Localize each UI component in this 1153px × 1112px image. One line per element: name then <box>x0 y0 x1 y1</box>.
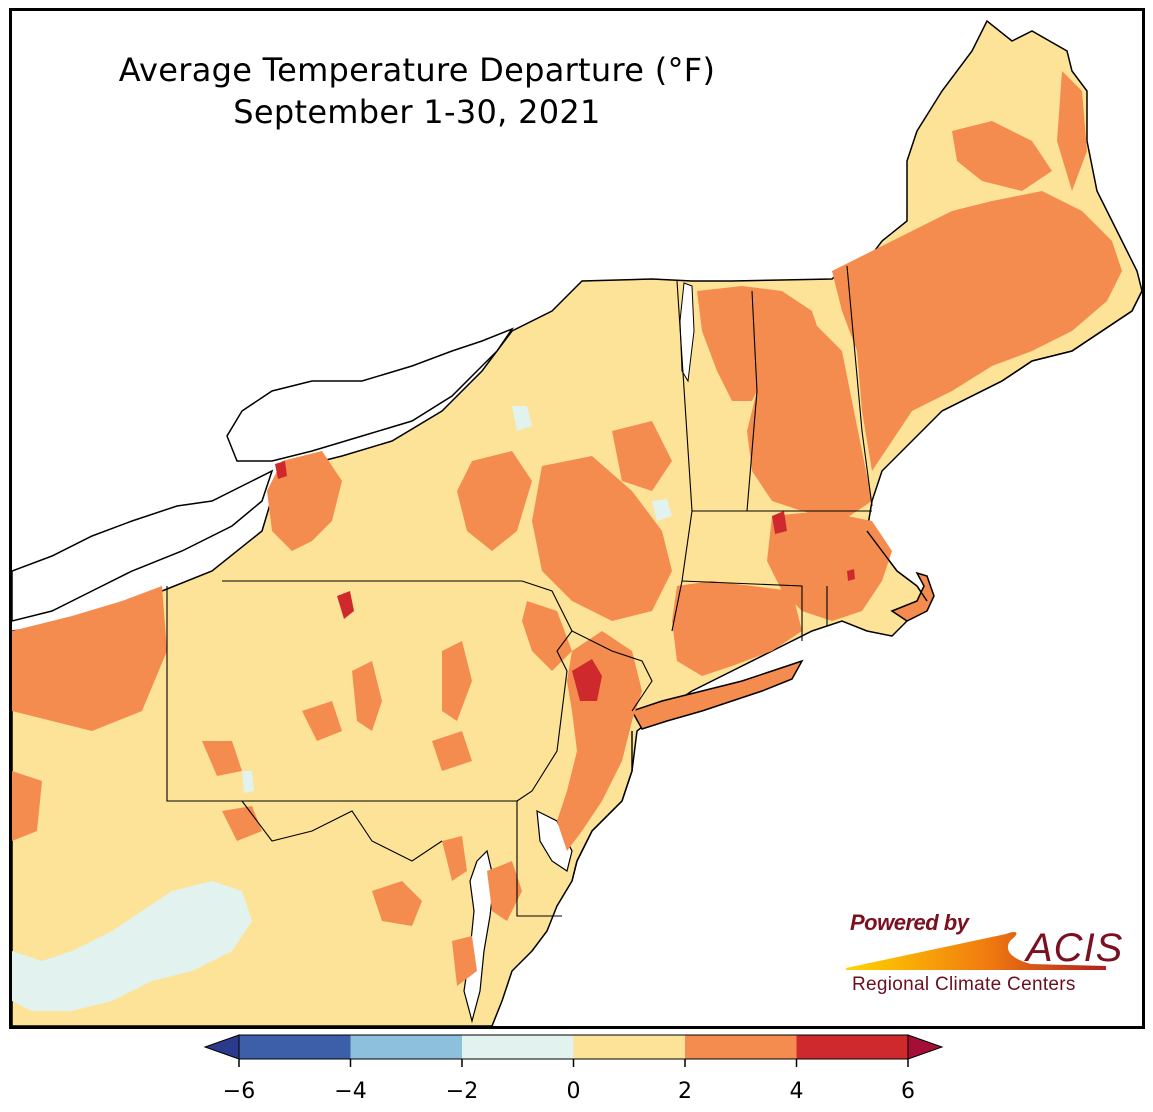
cape-cod <box>890 571 935 622</box>
colorbar-tick-label: −2 <box>445 1079 479 1104</box>
warm-anomaly-areas <box>12 71 1122 986</box>
colorbar-bin <box>685 1035 797 1059</box>
colorbar-under-arrow <box>203 1034 240 1060</box>
map-panel: Average Temperature Departure (°F) Septe… <box>9 8 1145 1029</box>
powered-by-label: Powered by <box>850 910 969 935</box>
colorbar-tick-label: −6 <box>222 1079 256 1104</box>
colorbar-bin <box>239 1035 351 1059</box>
hot-anomaly-areas <box>275 461 855 701</box>
colorbar-over-arrow <box>907 1034 944 1060</box>
colorbar-tick-label: 2 <box>678 1079 692 1104</box>
long-island <box>630 659 804 730</box>
acis-swoosh-icon <box>846 932 1106 970</box>
acis-logo: Powered by ACIS Regional Climate Centers <box>836 906 1126 1001</box>
colorbar-bin <box>573 1035 685 1059</box>
lake-ontario <box>226 327 515 462</box>
colorbar-tick-label: 4 <box>789 1079 804 1104</box>
coastline <box>571 290 1142 882</box>
map-subtitle: September 1-30, 2021 <box>233 93 601 131</box>
lake-erie <box>12 469 274 622</box>
colorbar-bin <box>350 1035 462 1059</box>
temperature-departure-map <box>12 19 1142 1026</box>
map-title: Average Temperature Departure (°F) <box>118 51 716 89</box>
colorbar <box>203 1034 944 1067</box>
colorbar-tick-label: −4 <box>334 1079 367 1104</box>
colorbar-tick-label: 6 <box>901 1079 915 1104</box>
colorbar-tick-label: 0 <box>566 1079 581 1104</box>
colorbar-bin <box>462 1035 574 1059</box>
colorbar-bin <box>796 1035 908 1059</box>
cool-anomaly-areas <box>12 406 672 1011</box>
state-borders <box>166 265 873 917</box>
rcc-label: Regional Climate Centers <box>852 974 1076 995</box>
acis-brand-label: ACIS <box>1026 926 1124 970</box>
